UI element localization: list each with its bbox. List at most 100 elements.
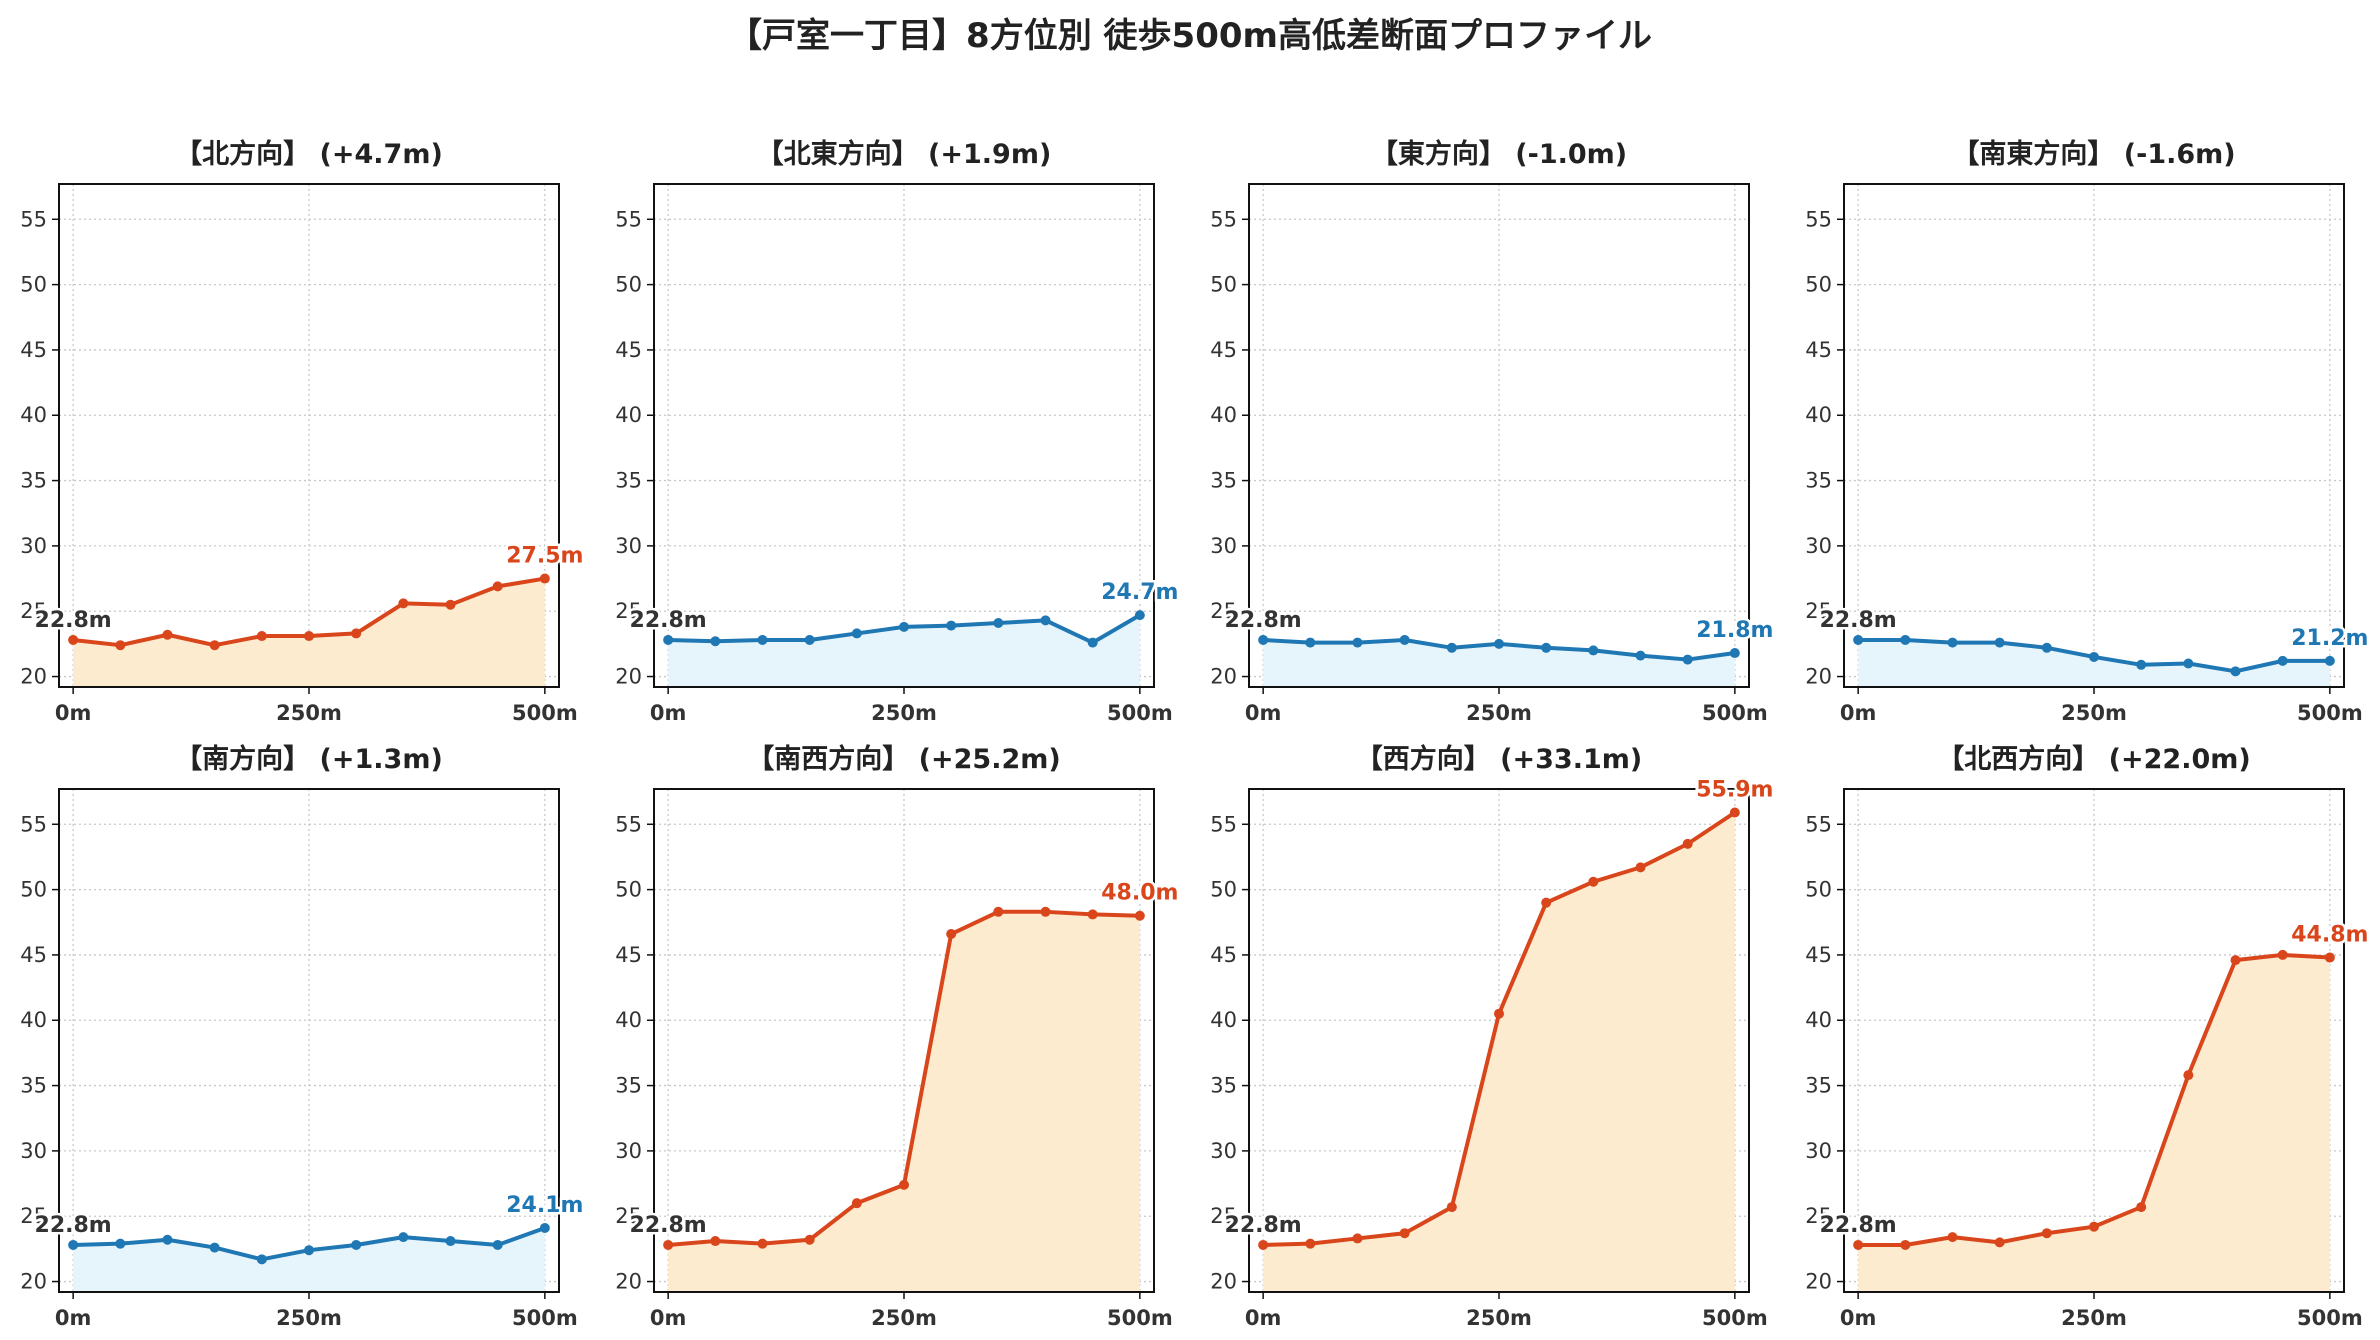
start-elevation-label: 22.8m bbox=[1820, 1213, 1897, 1238]
y-tick-label: 20 bbox=[615, 665, 642, 689]
data-point bbox=[1087, 637, 1098, 648]
data-point bbox=[1352, 637, 1363, 648]
data-point bbox=[115, 640, 126, 651]
data-point bbox=[2089, 1221, 2099, 1232]
y-tick-label: 45 bbox=[20, 338, 47, 362]
y-tick-label: 55 bbox=[20, 812, 47, 836]
x-tick-label: 250m bbox=[276, 1306, 342, 1330]
x-tick-label: 500m bbox=[2297, 701, 2363, 725]
x-tick-label: 250m bbox=[2061, 701, 2127, 725]
data-point bbox=[209, 1242, 220, 1253]
y-tick-label: 45 bbox=[20, 943, 47, 967]
chart-northwest: 20 25 30 35 40 45 50 55 0m 250m 500m 22.8m 44.8m bbox=[1805, 788, 2371, 1330]
x-tick-label: 0m bbox=[1245, 1306, 1282, 1330]
y-tick-label: 50 bbox=[20, 273, 47, 297]
x-tick-label: 250m bbox=[1466, 1306, 1532, 1330]
end-elevation-label: 55.9m bbox=[1696, 778, 1773, 803]
data-point bbox=[2324, 952, 2335, 963]
data-point bbox=[539, 573, 550, 584]
chart-southeast: 20 25 30 35 40 45 50 55 0m 250m 500m 22.8m 21.2m bbox=[1805, 183, 2371, 725]
start-elevation-label: 22.8m bbox=[1225, 1213, 1302, 1238]
data-point bbox=[2136, 659, 2147, 670]
figure-title: 【戸室一丁目】8方位別 徒歩500m高低差断面プロファイル bbox=[728, 16, 1652, 56]
x-tick-label: 0m bbox=[1840, 1306, 1877, 1330]
y-tick-label: 25 bbox=[20, 1204, 47, 1228]
data-point bbox=[1947, 1232, 1958, 1243]
end-elevation-label: 21.2m bbox=[2291, 626, 2368, 651]
y-tick-label: 30 bbox=[1210, 1139, 1237, 1163]
data-point bbox=[539, 1222, 550, 1233]
area-fill bbox=[73, 1227, 545, 1292]
data-point bbox=[1134, 910, 1145, 921]
x-tick-label: 0m bbox=[55, 1306, 92, 1330]
panel-southwest: 【南西方向】 (+25.2m) 20 25 30 35 40 45 50 55 0m 250m 50… bbox=[595, 737, 1181, 1337]
y-tick-label: 50 bbox=[1210, 878, 1237, 902]
panel-title: 【東方向】 (-1.0m) bbox=[1370, 139, 1628, 170]
y-tick-label: 40 bbox=[1805, 403, 1832, 427]
data-point bbox=[663, 634, 674, 645]
y-tick-label: 55 bbox=[1805, 207, 1832, 231]
start-elevation-label: 22.8m bbox=[35, 1213, 112, 1238]
data-point bbox=[445, 599, 456, 610]
start-elevation-label: 22.8m bbox=[1820, 608, 1897, 633]
data-point bbox=[1305, 637, 1316, 648]
y-tick-label: 40 bbox=[615, 1008, 642, 1032]
y-tick-label: 25 bbox=[1805, 1204, 1832, 1228]
y-tick-label: 30 bbox=[615, 534, 642, 558]
data-point bbox=[2089, 651, 2099, 662]
data-point bbox=[993, 906, 1004, 917]
data-point bbox=[445, 1236, 456, 1247]
data-point bbox=[1040, 906, 1051, 917]
data-point bbox=[2183, 658, 2194, 669]
panel-west: 【西方向】 (+33.1m) 20 25 30 35 40 45 50 55 0m 250m 500… bbox=[1190, 737, 1776, 1337]
y-tick-label: 35 bbox=[615, 469, 642, 493]
data-point bbox=[1682, 654, 1693, 665]
data-point bbox=[899, 1179, 909, 1190]
data-point bbox=[1541, 642, 1552, 653]
y-tick-label: 40 bbox=[1805, 1008, 1832, 1032]
data-point bbox=[804, 1234, 815, 1245]
y-tick-label: 20 bbox=[1210, 1270, 1237, 1294]
data-point bbox=[398, 598, 409, 609]
data-point bbox=[2183, 1070, 2194, 1081]
data-point bbox=[209, 640, 220, 651]
panel-south: 【南方向】 (+1.3m) 20 25 30 35 40 45 50 55 0m 250m 500m… bbox=[0, 737, 586, 1337]
chart-east: 20 25 30 35 40 45 50 55 0m 250m 500m 22.8m 21.8m bbox=[1210, 183, 1776, 725]
data-point bbox=[351, 628, 362, 639]
x-tick-label: 250m bbox=[2061, 1306, 2127, 1330]
y-tick-label: 45 bbox=[1805, 943, 1832, 967]
data-point bbox=[804, 634, 815, 645]
data-point bbox=[256, 1254, 267, 1265]
y-tick-label: 45 bbox=[615, 338, 642, 362]
data-point bbox=[1994, 637, 2005, 648]
data-point bbox=[1853, 1239, 1864, 1250]
data-point bbox=[1494, 638, 1504, 649]
panel-north: 【北方向】 (+4.7m) 20 25 30 35 40 45 50 55 0m 250m 500m… bbox=[0, 132, 586, 732]
data-point bbox=[899, 621, 909, 632]
panel-title: 【南方向】 (+1.3m) bbox=[175, 744, 443, 775]
x-tick-label: 500m bbox=[1702, 1306, 1768, 1330]
y-tick-label: 35 bbox=[20, 1074, 47, 1098]
data-point bbox=[1635, 862, 1646, 873]
y-tick-label: 55 bbox=[20, 207, 47, 231]
x-tick-label: 500m bbox=[1107, 701, 1173, 725]
y-tick-label: 20 bbox=[20, 1270, 47, 1294]
y-tick-label: 35 bbox=[1805, 469, 1832, 493]
data-point bbox=[710, 1236, 721, 1247]
y-tick-label: 40 bbox=[20, 403, 47, 427]
data-point bbox=[1399, 1228, 1410, 1239]
data-point bbox=[1399, 634, 1410, 645]
data-point bbox=[1682, 838, 1693, 849]
data-point bbox=[757, 634, 768, 645]
y-tick-label: 25 bbox=[1805, 599, 1832, 623]
panel-title: 【北西方向】 (+22.0m) bbox=[1937, 744, 2251, 775]
y-tick-label: 45 bbox=[615, 943, 642, 967]
y-tick-label: 55 bbox=[1210, 812, 1237, 836]
y-tick-label: 20 bbox=[1210, 665, 1237, 689]
x-tick-label: 500m bbox=[512, 1306, 578, 1330]
data-point bbox=[1258, 634, 1269, 645]
data-point bbox=[2277, 655, 2288, 666]
data-point bbox=[1305, 1238, 1316, 1249]
chart-west: 20 25 30 35 40 45 50 55 0m 250m 500m 22.8m 55.9m bbox=[1210, 775, 1776, 1330]
x-tick-label: 500m bbox=[2297, 1306, 2363, 1330]
